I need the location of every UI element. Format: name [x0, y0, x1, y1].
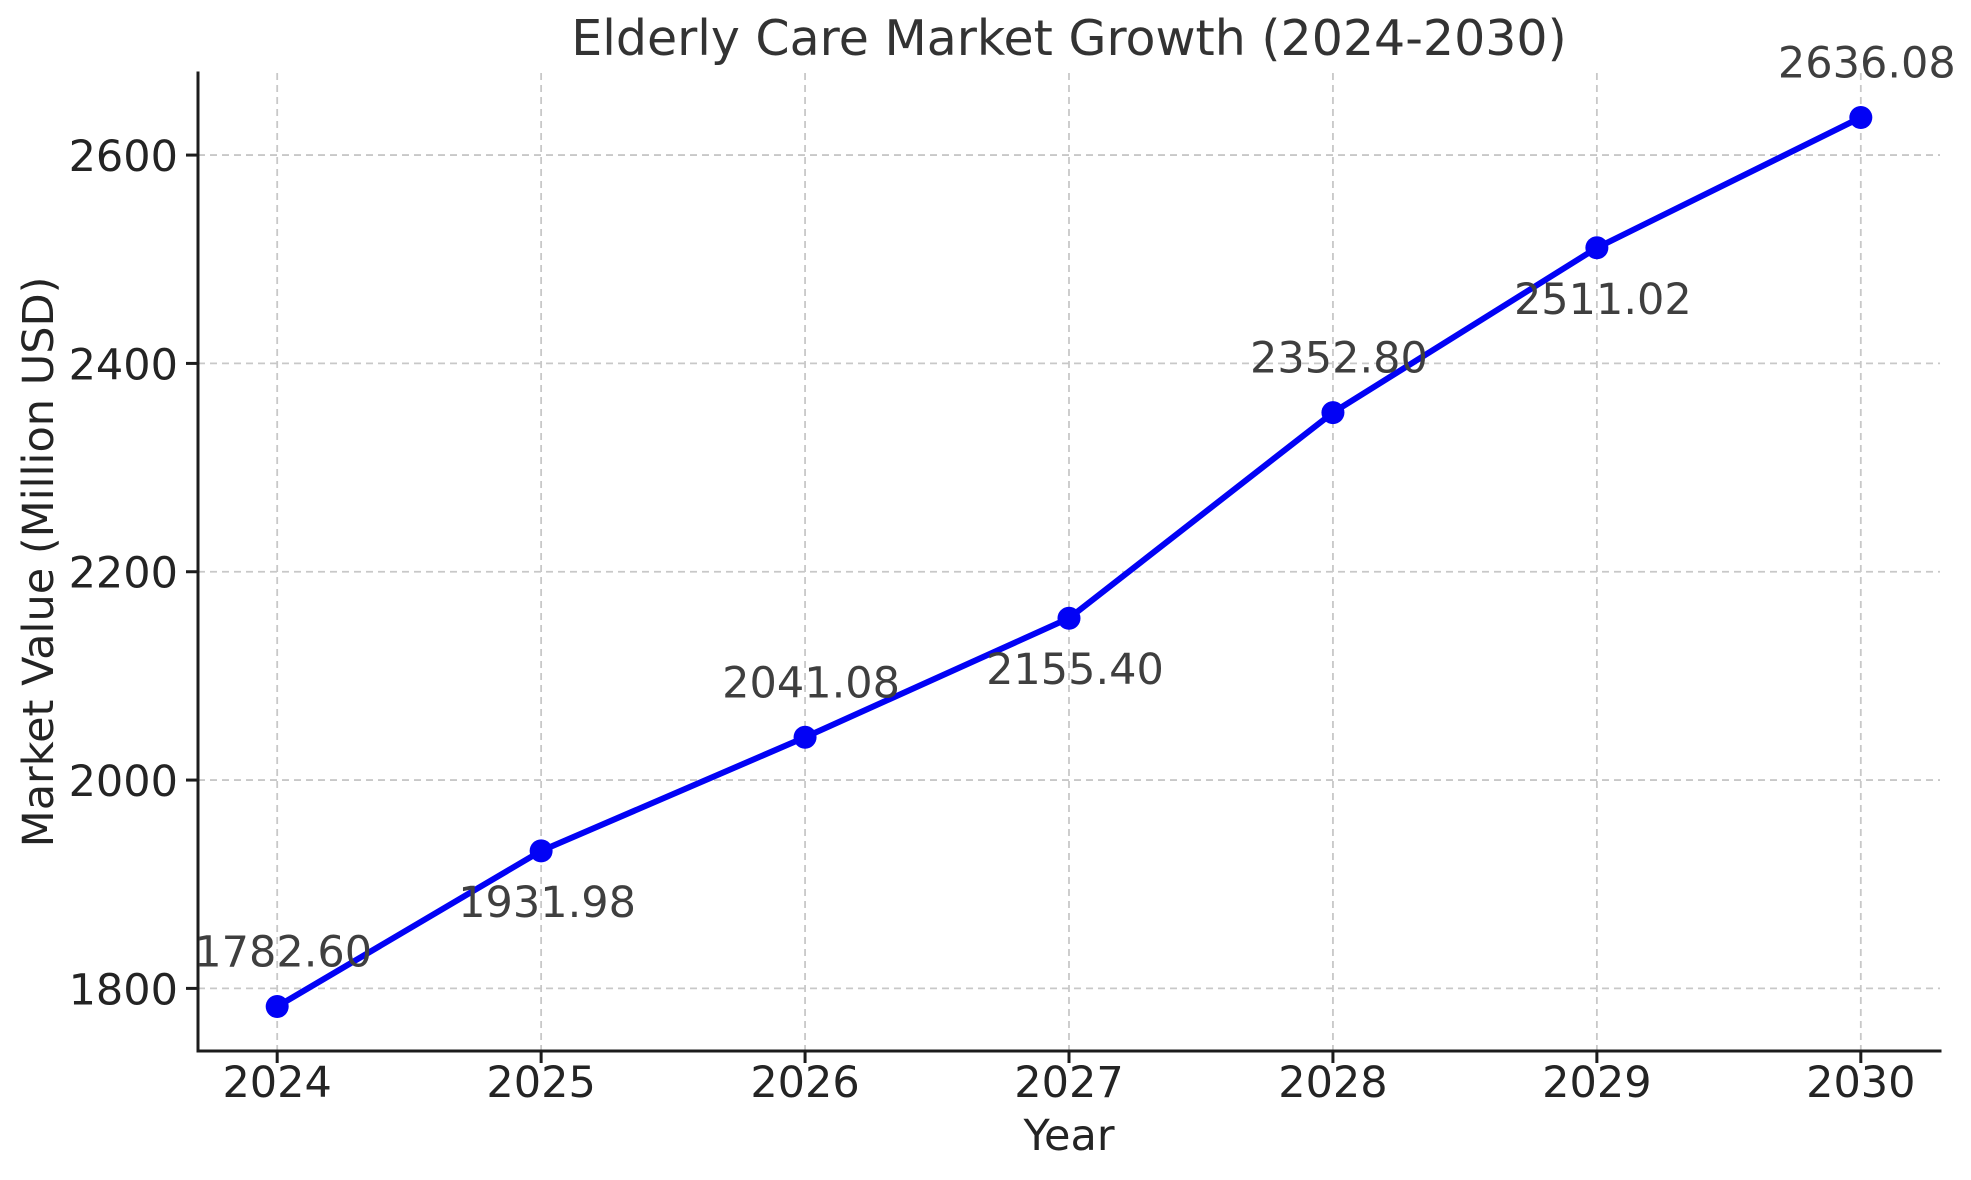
- y-tick-label: 2000: [69, 757, 178, 807]
- data-point-2024: [265, 995, 289, 1019]
- data-point-2027: [1057, 606, 1081, 630]
- data-point-label: 2041.08: [722, 658, 900, 708]
- data-point-2030: [1849, 105, 1873, 129]
- data-point-label: 2352.80: [1250, 334, 1428, 384]
- data-point-2025: [529, 839, 553, 863]
- x-tick-label: 2028: [1278, 1058, 1387, 1108]
- x-tick-label: 2026: [750, 1058, 859, 1108]
- y-axis-label: Market Value (Million USD): [14, 277, 64, 848]
- x-tick-label: 2027: [1014, 1058, 1123, 1108]
- data-point-label: 1931.98: [458, 878, 636, 928]
- data-point-2029: [1585, 236, 1609, 260]
- data-point-label: 2155.40: [986, 645, 1164, 695]
- y-tick-label: 1800: [69, 965, 178, 1015]
- data-point-label: 1782.60: [194, 928, 372, 978]
- x-tick-label: 2029: [1542, 1058, 1651, 1108]
- y-tick-label: 2200: [69, 549, 178, 599]
- x-tick-label: 2030: [1806, 1058, 1915, 1108]
- data-point-label: 2511.02: [1514, 275, 1692, 325]
- chart-title: Elderly Care Market Growth (2024-2030): [571, 10, 1566, 67]
- data-point-label: 2636.08: [1778, 38, 1956, 88]
- market-value-line: [274, 114, 1864, 1010]
- y-tick-label: 2600: [69, 132, 178, 182]
- x-tick-label: 2025: [486, 1058, 595, 1108]
- x-axis-label: Year: [1022, 1111, 1114, 1161]
- y-tick-label: 2400: [69, 340, 178, 390]
- data-point-2028: [1321, 401, 1345, 425]
- x-tick-label: 2024: [222, 1058, 331, 1108]
- data-point-2026: [793, 725, 817, 749]
